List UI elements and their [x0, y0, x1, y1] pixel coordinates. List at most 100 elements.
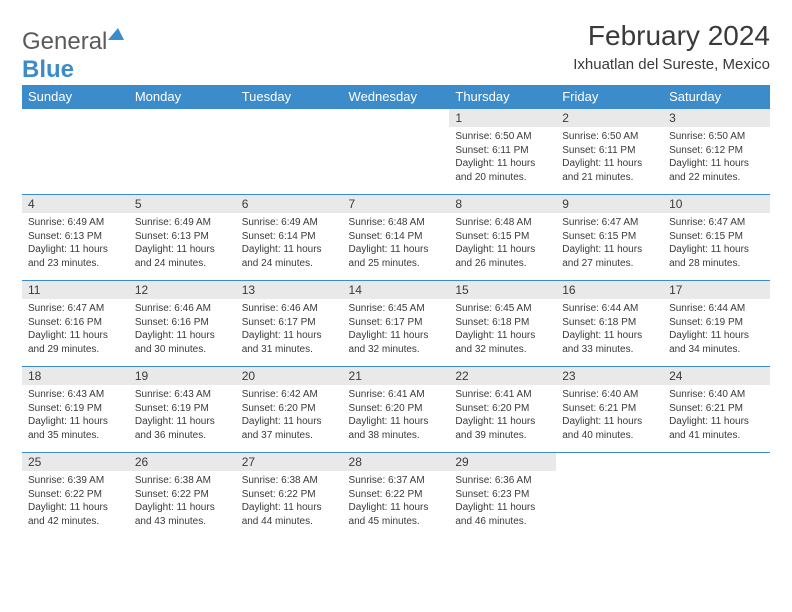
day-details: Sunrise: 6:42 AMSunset: 6:20 PMDaylight:…	[236, 385, 343, 447]
calendar-week-row: 25Sunrise: 6:39 AMSunset: 6:22 PMDayligh…	[22, 453, 770, 539]
calendar-day-cell: 4Sunrise: 6:49 AMSunset: 6:13 PMDaylight…	[22, 195, 129, 281]
day-number: 18	[22, 367, 129, 385]
calendar-day-cell: 16Sunrise: 6:44 AMSunset: 6:18 PMDayligh…	[556, 281, 663, 367]
day-details: Sunrise: 6:40 AMSunset: 6:21 PMDaylight:…	[556, 385, 663, 447]
brand-mark-icon	[108, 28, 124, 40]
calendar-day-cell: ..	[556, 453, 663, 539]
day-number: 4	[22, 195, 129, 213]
day-details: Sunrise: 6:38 AMSunset: 6:22 PMDaylight:…	[236, 471, 343, 533]
calendar-day-cell: 13Sunrise: 6:46 AMSunset: 6:17 PMDayligh…	[236, 281, 343, 367]
day-details: Sunrise: 6:49 AMSunset: 6:14 PMDaylight:…	[236, 213, 343, 275]
calendar-page: General Blue February 2024 Ixhuatlan del…	[0, 0, 792, 559]
day-details: Sunrise: 6:47 AMSunset: 6:16 PMDaylight:…	[22, 299, 129, 361]
day-details: Sunrise: 6:38 AMSunset: 6:22 PMDaylight:…	[129, 471, 236, 533]
day-details: Sunrise: 6:47 AMSunset: 6:15 PMDaylight:…	[663, 213, 770, 275]
calendar-week-row: ........1Sunrise: 6:50 AMSunset: 6:11 PM…	[22, 109, 770, 195]
day-number: 15	[449, 281, 556, 299]
day-number: 12	[129, 281, 236, 299]
day-number: 6	[236, 195, 343, 213]
location-subtitle: Ixhuatlan del Sureste, Mexico	[22, 56, 770, 73]
calendar-day-cell: 17Sunrise: 6:44 AMSunset: 6:19 PMDayligh…	[663, 281, 770, 367]
day-number: 19	[129, 367, 236, 385]
day-number: 20	[236, 367, 343, 385]
day-number: 8	[449, 195, 556, 213]
day-details: Sunrise: 6:45 AMSunset: 6:17 PMDaylight:…	[343, 299, 450, 361]
weekday-header: Wednesday	[343, 85, 450, 109]
day-number: 5	[129, 195, 236, 213]
weekday-header: Sunday	[22, 85, 129, 109]
day-details: Sunrise: 6:50 AMSunset: 6:11 PMDaylight:…	[449, 127, 556, 189]
calendar-day-cell: 18Sunrise: 6:43 AMSunset: 6:19 PMDayligh…	[22, 367, 129, 453]
day-details: Sunrise: 6:37 AMSunset: 6:22 PMDaylight:…	[343, 471, 450, 533]
calendar-day-cell: 7Sunrise: 6:48 AMSunset: 6:14 PMDaylight…	[343, 195, 450, 281]
day-details: Sunrise: 6:43 AMSunset: 6:19 PMDaylight:…	[22, 385, 129, 447]
day-details: Sunrise: 6:39 AMSunset: 6:22 PMDaylight:…	[22, 471, 129, 533]
day-details: Sunrise: 6:43 AMSunset: 6:19 PMDaylight:…	[129, 385, 236, 447]
calendar-day-cell: ..	[663, 453, 770, 539]
title-block: February 2024 Ixhuatlan del Sureste, Mex…	[22, 20, 770, 73]
calendar-day-cell: 11Sunrise: 6:47 AMSunset: 6:16 PMDayligh…	[22, 281, 129, 367]
calendar-day-cell: 25Sunrise: 6:39 AMSunset: 6:22 PMDayligh…	[22, 453, 129, 539]
calendar-header-row: SundayMondayTuesdayWednesdayThursdayFrid…	[22, 85, 770, 109]
day-details: Sunrise: 6:48 AMSunset: 6:14 PMDaylight:…	[343, 213, 450, 275]
calendar-day-cell: 27Sunrise: 6:38 AMSunset: 6:22 PMDayligh…	[236, 453, 343, 539]
day-details: Sunrise: 6:49 AMSunset: 6:13 PMDaylight:…	[22, 213, 129, 275]
day-details: Sunrise: 6:45 AMSunset: 6:18 PMDaylight:…	[449, 299, 556, 361]
calendar-table: SundayMondayTuesdayWednesdayThursdayFrid…	[22, 85, 770, 539]
day-number: 11	[22, 281, 129, 299]
day-details: Sunrise: 6:41 AMSunset: 6:20 PMDaylight:…	[449, 385, 556, 447]
day-number: 21	[343, 367, 450, 385]
day-number: 1	[449, 109, 556, 127]
day-number: 2	[556, 109, 663, 127]
weekday-header: Tuesday	[236, 85, 343, 109]
calendar-day-cell: 28Sunrise: 6:37 AMSunset: 6:22 PMDayligh…	[343, 453, 450, 539]
day-number: 27	[236, 453, 343, 471]
day-number: 16	[556, 281, 663, 299]
calendar-week-row: 18Sunrise: 6:43 AMSunset: 6:19 PMDayligh…	[22, 367, 770, 453]
calendar-day-cell: 3Sunrise: 6:50 AMSunset: 6:12 PMDaylight…	[663, 109, 770, 195]
day-details: Sunrise: 6:46 AMSunset: 6:16 PMDaylight:…	[129, 299, 236, 361]
day-number: 7	[343, 195, 450, 213]
day-details: Sunrise: 6:46 AMSunset: 6:17 PMDaylight:…	[236, 299, 343, 361]
day-number: 25	[22, 453, 129, 471]
day-number: 22	[449, 367, 556, 385]
day-details: Sunrise: 6:50 AMSunset: 6:11 PMDaylight:…	[556, 127, 663, 189]
day-details: Sunrise: 6:47 AMSunset: 6:15 PMDaylight:…	[556, 213, 663, 275]
calendar-day-cell: ..	[343, 109, 450, 195]
day-number: 28	[343, 453, 450, 471]
day-number: 29	[449, 453, 556, 471]
day-number: 24	[663, 367, 770, 385]
calendar-day-cell: 14Sunrise: 6:45 AMSunset: 6:17 PMDayligh…	[343, 281, 450, 367]
calendar-day-cell: 12Sunrise: 6:46 AMSunset: 6:16 PMDayligh…	[129, 281, 236, 367]
calendar-day-cell: 21Sunrise: 6:41 AMSunset: 6:20 PMDayligh…	[343, 367, 450, 453]
page-title: February 2024	[22, 20, 770, 52]
day-number: 23	[556, 367, 663, 385]
calendar-day-cell: 10Sunrise: 6:47 AMSunset: 6:15 PMDayligh…	[663, 195, 770, 281]
calendar-day-cell: 8Sunrise: 6:48 AMSunset: 6:15 PMDaylight…	[449, 195, 556, 281]
calendar-day-cell: 26Sunrise: 6:38 AMSunset: 6:22 PMDayligh…	[129, 453, 236, 539]
calendar-day-cell: 5Sunrise: 6:49 AMSunset: 6:13 PMDaylight…	[129, 195, 236, 281]
calendar-day-cell: 29Sunrise: 6:36 AMSunset: 6:23 PMDayligh…	[449, 453, 556, 539]
day-number: 9	[556, 195, 663, 213]
calendar-day-cell: ..	[129, 109, 236, 195]
calendar-body: ........1Sunrise: 6:50 AMSunset: 6:11 PM…	[22, 109, 770, 539]
brand-logo: General Blue	[22, 28, 124, 84]
day-number: 17	[663, 281, 770, 299]
calendar-week-row: 4Sunrise: 6:49 AMSunset: 6:13 PMDaylight…	[22, 195, 770, 281]
day-details: Sunrise: 6:41 AMSunset: 6:20 PMDaylight:…	[343, 385, 450, 447]
day-number: 3	[663, 109, 770, 127]
day-details: Sunrise: 6:44 AMSunset: 6:18 PMDaylight:…	[556, 299, 663, 361]
calendar-week-row: 11Sunrise: 6:47 AMSunset: 6:16 PMDayligh…	[22, 281, 770, 367]
calendar-day-cell: 22Sunrise: 6:41 AMSunset: 6:20 PMDayligh…	[449, 367, 556, 453]
calendar-day-cell: 1Sunrise: 6:50 AMSunset: 6:11 PMDaylight…	[449, 109, 556, 195]
day-details: Sunrise: 6:48 AMSunset: 6:15 PMDaylight:…	[449, 213, 556, 275]
day-details: Sunrise: 6:44 AMSunset: 6:19 PMDaylight:…	[663, 299, 770, 361]
calendar-day-cell: 23Sunrise: 6:40 AMSunset: 6:21 PMDayligh…	[556, 367, 663, 453]
calendar-day-cell: 24Sunrise: 6:40 AMSunset: 6:21 PMDayligh…	[663, 367, 770, 453]
day-details: Sunrise: 6:50 AMSunset: 6:12 PMDaylight:…	[663, 127, 770, 189]
brand-part1: General	[22, 28, 107, 55]
weekday-header: Monday	[129, 85, 236, 109]
weekday-header: Thursday	[449, 85, 556, 109]
day-details: Sunrise: 6:36 AMSunset: 6:23 PMDaylight:…	[449, 471, 556, 533]
day-number: 26	[129, 453, 236, 471]
